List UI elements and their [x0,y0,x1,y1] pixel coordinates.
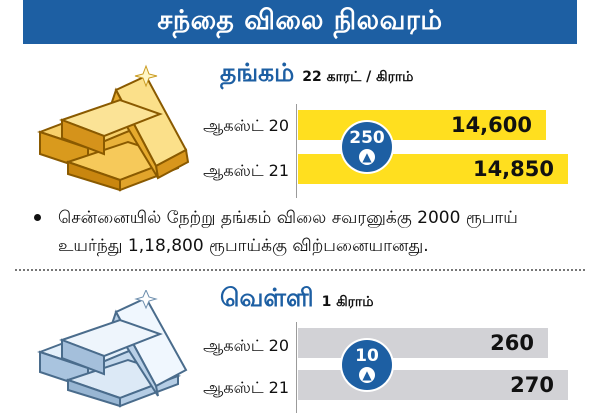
silver-price-1: 260 [490,331,534,355]
price-note: சென்னையில் நேற்று தங்கம் விலை சவரனுக்கு … [34,204,579,260]
gold-price-bar-1: 14,600 [298,110,546,140]
up-arrow-icon: ▲ [359,149,375,165]
silver-date-2: ஆகஸ்ட் 21 [203,378,289,397]
gold-change: 250 [349,128,385,148]
gold-title: தங்கம் [220,58,295,87]
silver-panel-divider [296,322,297,413]
silver-unit: 1 கிராம் [321,294,374,310]
gold-bars-icon [37,64,190,192]
gold-section-title: தங்கம் 22 காரட் / கிராம் [220,58,413,91]
silver-section-title: வெள்ளி 1 கிராம் [220,283,374,316]
gold-unit: 22 காரட் / கிராம் [302,69,414,85]
gold-change-badge: 250 ▲ [342,122,392,172]
gold-price-2: 14,850 [472,157,554,181]
silver-change: 10 [355,346,379,366]
section-divider [15,269,585,271]
gold-price-1: 14,600 [450,113,532,137]
silver-change-badge: 10 ▲ [342,340,392,390]
silver-price-bar-2: 270 [298,370,568,400]
note-text: சென்னையில் நேற்று தங்கம் விலை சவரனுக்கு … [58,208,518,256]
silver-title: வெள்ளி [220,283,314,312]
gold-date-2: ஆகஸ்ட் 21 [203,161,289,180]
silver-date-1: ஆகஸ்ட் 20 [203,336,289,355]
bullet-icon [34,214,41,221]
up-arrow-icon: ▲ [359,367,375,383]
page-title: சந்தை விலை நிலவரம் [23,0,577,44]
silver-bars-icon [37,290,188,408]
gold-date-1: ஆகஸ்ட் 20 [203,116,289,135]
gold-panel-divider [296,104,297,198]
silver-price-bar-1: 260 [298,328,548,358]
gold-price-bar-2: 14,850 [298,154,568,184]
silver-price-2: 270 [510,373,554,397]
